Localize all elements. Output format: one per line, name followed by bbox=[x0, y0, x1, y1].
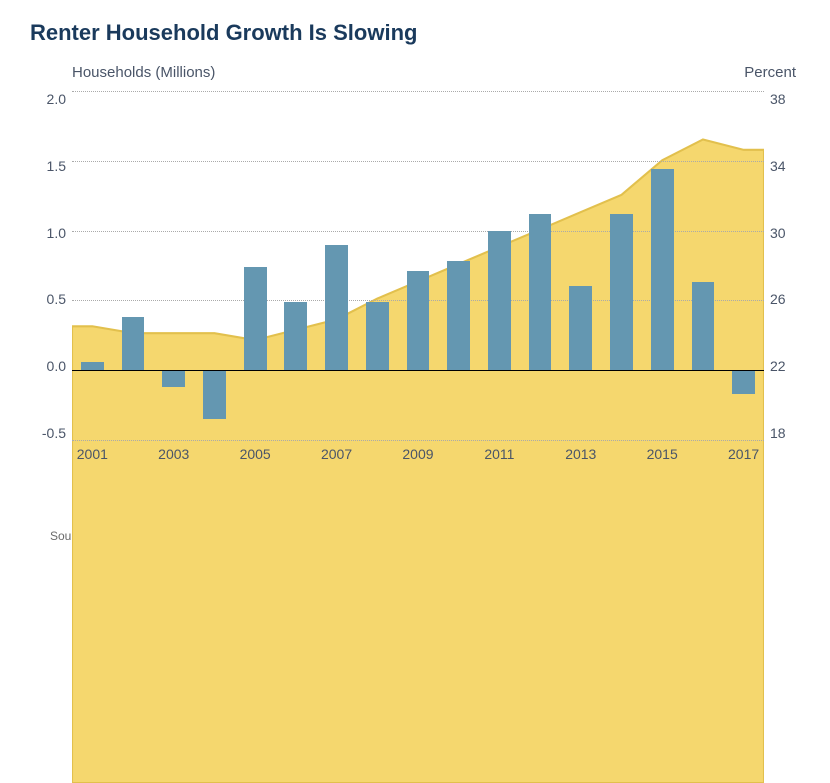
x-tick-label: 2003 bbox=[153, 440, 194, 470]
bar bbox=[162, 370, 185, 387]
bar-slot bbox=[398, 91, 439, 440]
bar-slot bbox=[235, 91, 276, 440]
bar-slot bbox=[438, 91, 479, 440]
x-tick-label bbox=[438, 440, 479, 470]
bar-slot bbox=[153, 91, 194, 440]
bar bbox=[122, 317, 145, 370]
bar bbox=[692, 282, 715, 370]
x-tick-label bbox=[276, 440, 317, 470]
bar bbox=[569, 286, 592, 370]
y-left-tick: -0.5 bbox=[30, 425, 66, 441]
y-right-tick: 26 bbox=[770, 291, 800, 307]
bar bbox=[610, 214, 633, 370]
bar-slot bbox=[479, 91, 520, 440]
x-tick-label bbox=[683, 440, 724, 470]
x-tick-label: 2015 bbox=[642, 440, 683, 470]
bar-slot bbox=[194, 91, 235, 440]
bar-slot bbox=[316, 91, 357, 440]
bar-slot bbox=[601, 91, 642, 440]
left-axis-label: Households (Millions) bbox=[72, 64, 215, 81]
x-tick-label: 2013 bbox=[560, 440, 601, 470]
bar-slot bbox=[276, 91, 317, 440]
bar-slot bbox=[560, 91, 601, 440]
x-axis-labels: 2001 2003 2005 2007 2009 2011 2013 2015 2017 bbox=[72, 440, 764, 470]
x-tick-label: 2007 bbox=[316, 440, 357, 470]
y-right-tick: 30 bbox=[770, 225, 800, 241]
y-left-tick: 2.0 bbox=[30, 91, 66, 107]
x-tick-label: 2011 bbox=[479, 440, 520, 470]
y-axis-left: 2.0 1.5 1.0 0.5 0.0 -0.5 bbox=[30, 91, 72, 471]
bar bbox=[651, 169, 674, 370]
y-axis-right: 38 34 30 26 22 18 bbox=[764, 91, 800, 471]
y-right-tick: 34 bbox=[770, 158, 800, 174]
x-tick-label bbox=[194, 440, 235, 470]
bar bbox=[244, 267, 267, 370]
bar bbox=[284, 302, 307, 370]
bar bbox=[447, 261, 470, 370]
y-left-tick: 1.5 bbox=[30, 158, 66, 174]
chart: 2.0 1.5 1.0 0.5 0.0 -0.5 2001 2003 2005 2007 2009… bbox=[30, 91, 800, 471]
y-right-tick: 18 bbox=[770, 425, 800, 441]
bar bbox=[366, 302, 389, 370]
y-left-tick: 0.5 bbox=[30, 291, 66, 307]
bar-slot bbox=[642, 91, 683, 440]
bar bbox=[732, 370, 755, 394]
x-tick-label bbox=[520, 440, 561, 470]
plot-area: 2001 2003 2005 2007 2009 2011 2013 2015 2017 bbox=[72, 91, 764, 471]
bar bbox=[325, 245, 348, 371]
y-left-tick: 0.0 bbox=[30, 358, 66, 374]
bar-slot bbox=[72, 91, 113, 440]
x-tick-label: 2017 bbox=[723, 440, 764, 470]
bar bbox=[81, 362, 104, 370]
bar-slot bbox=[357, 91, 398, 440]
x-tick-label bbox=[601, 440, 642, 470]
y-right-tick: 22 bbox=[770, 358, 800, 374]
bar-slot bbox=[723, 91, 764, 440]
x-tick-label: 2009 bbox=[398, 440, 439, 470]
bar-slot bbox=[520, 91, 561, 440]
bar bbox=[407, 271, 430, 370]
bar bbox=[203, 370, 226, 419]
x-tick-label bbox=[357, 440, 398, 470]
x-tick-label bbox=[113, 440, 154, 470]
zero-line bbox=[72, 370, 764, 371]
right-axis-label: Percent bbox=[744, 64, 796, 81]
x-tick-label: 2001 bbox=[72, 440, 113, 470]
bar-slot bbox=[683, 91, 724, 440]
y-left-tick: 1.0 bbox=[30, 225, 66, 241]
bar-slot bbox=[113, 91, 154, 440]
y-right-tick: 38 bbox=[770, 91, 800, 107]
bars-group bbox=[72, 91, 764, 440]
bar bbox=[488, 231, 511, 371]
chart-title: Renter Household Growth Is Slowing bbox=[30, 20, 800, 46]
bar bbox=[529, 214, 552, 370]
x-tick-label: 2005 bbox=[235, 440, 276, 470]
